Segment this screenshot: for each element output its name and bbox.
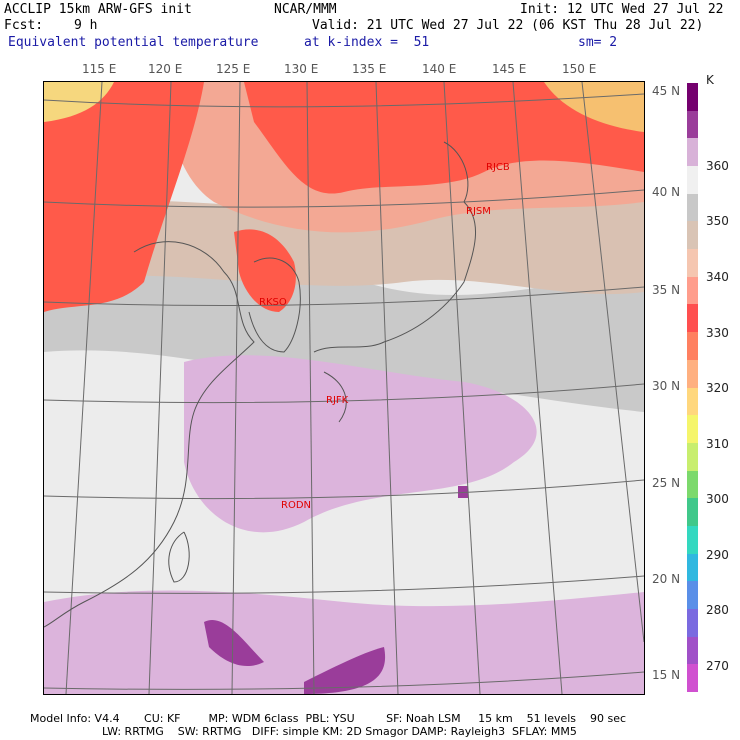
- yellow-corner-ne: [544, 82, 644, 132]
- colorbar-swatch: [687, 498, 698, 527]
- lat-label: 20 N: [652, 572, 681, 586]
- colorbar-swatch: [687, 166, 698, 195]
- field-name: Equivalent potential temperature: [8, 35, 259, 50]
- colorbar-swatch: [687, 249, 698, 278]
- red-zone-north: [244, 82, 644, 194]
- colorbar-label: 310: [706, 437, 729, 451]
- colorbar-swatch: [687, 221, 698, 250]
- colorbar-swatch: [687, 138, 698, 167]
- colorbar-swatch: [687, 110, 698, 139]
- footer-model-info: Model Info: V4.4 CU: KF MP: WDM 6class P…: [30, 712, 627, 725]
- station-label-rodn: RODN: [281, 500, 311, 511]
- footer-physics-info: LW: RRTMG SW: RRTMG DIFF: simple KM: 2D …: [102, 725, 577, 738]
- station-label-rjfk: RJFK: [326, 395, 349, 406]
- purple-zone-central: [184, 355, 537, 533]
- dark-purple-patch: [304, 647, 386, 694]
- colorbar-swatch: [687, 359, 698, 388]
- center-label: NCAR/MMM: [274, 2, 337, 17]
- lon-label: 145 E: [492, 62, 527, 76]
- colorbar-swatch: [687, 553, 698, 582]
- fcst-value: 9 h: [74, 18, 98, 33]
- colorbar-swatch: [687, 664, 698, 693]
- colorbar-label: 270: [706, 659, 729, 673]
- lon-label: 150 E: [562, 62, 597, 76]
- colorbar-swatch: [687, 581, 698, 610]
- station-label-rjsm: RJSM: [466, 206, 491, 217]
- colorbar-label: 340: [706, 270, 729, 284]
- colorbar-swatch: [687, 304, 698, 333]
- coastlines: [44, 141, 477, 628]
- lat-label: 30 N: [652, 379, 681, 393]
- lon-label: 130 E: [284, 62, 319, 76]
- station-label-rjcb: RJCB: [486, 162, 510, 173]
- colorbar-label: 320: [706, 381, 729, 395]
- colorbar-label: 360: [706, 159, 729, 173]
- init-time: Init: 12 UTC Wed 27 Jul 22: [520, 2, 724, 17]
- red-zone-west: [44, 82, 204, 312]
- lat-label: 40 N: [652, 185, 681, 199]
- colorbar-label: 280: [706, 603, 729, 617]
- colorbar-label: 330: [706, 326, 729, 340]
- colorbar-label: 350: [706, 214, 729, 228]
- lon-label: 115 E: [82, 62, 117, 76]
- graticule: [44, 82, 644, 694]
- red-zone-korea: [234, 229, 296, 312]
- colorbar-swatch: [687, 83, 698, 112]
- lat-label: 45 N: [652, 84, 681, 98]
- lon-label: 120 E: [148, 62, 183, 76]
- dark-purple-patch: [204, 620, 264, 667]
- lon-label: 135 E: [352, 62, 387, 76]
- model-title: ACCLIP 15km ARW-GFS init: [4, 2, 192, 17]
- level-info: at k-index = 51: [304, 35, 430, 50]
- map-panel[interactable]: RJCB RJSM RKSO RJFK RODN: [43, 81, 645, 695]
- lat-label: 15 N: [652, 668, 681, 682]
- colorbar-swatch: [687, 525, 698, 555]
- colorbar-unit: K: [706, 73, 714, 87]
- purple-zone-south: [44, 590, 644, 694]
- colorbar-swatch: [687, 470, 698, 499]
- fcst-label: Fcst:: [4, 18, 44, 33]
- colorbar-swatch: [687, 415, 698, 444]
- colorbar-swatch: [687, 332, 698, 361]
- lon-label: 125 E: [216, 62, 251, 76]
- colorbar-label: 290: [706, 548, 729, 562]
- colorbar-label: 300: [706, 492, 729, 506]
- dark-purple-patch: [458, 486, 468, 498]
- lon-label: 140 E: [422, 62, 457, 76]
- colorbar-swatch: [687, 193, 698, 222]
- valid-time: Valid: 21 UTC Wed 27 Jul 22 (06 KST Thu …: [312, 18, 704, 33]
- map-svg: [44, 82, 644, 694]
- colorbar-swatch: [687, 387, 698, 416]
- station-label-rkso: RKSO: [259, 297, 287, 308]
- colorbar-swatch: [687, 608, 698, 638]
- lat-label: 25 N: [652, 476, 681, 490]
- colorbar-swatch: [687, 276, 698, 305]
- colorbar-swatch: [687, 636, 698, 665]
- colorbar-swatch: [687, 442, 698, 472]
- smooth-info: sm= 2: [578, 35, 618, 50]
- lat-label: 35 N: [652, 283, 681, 297]
